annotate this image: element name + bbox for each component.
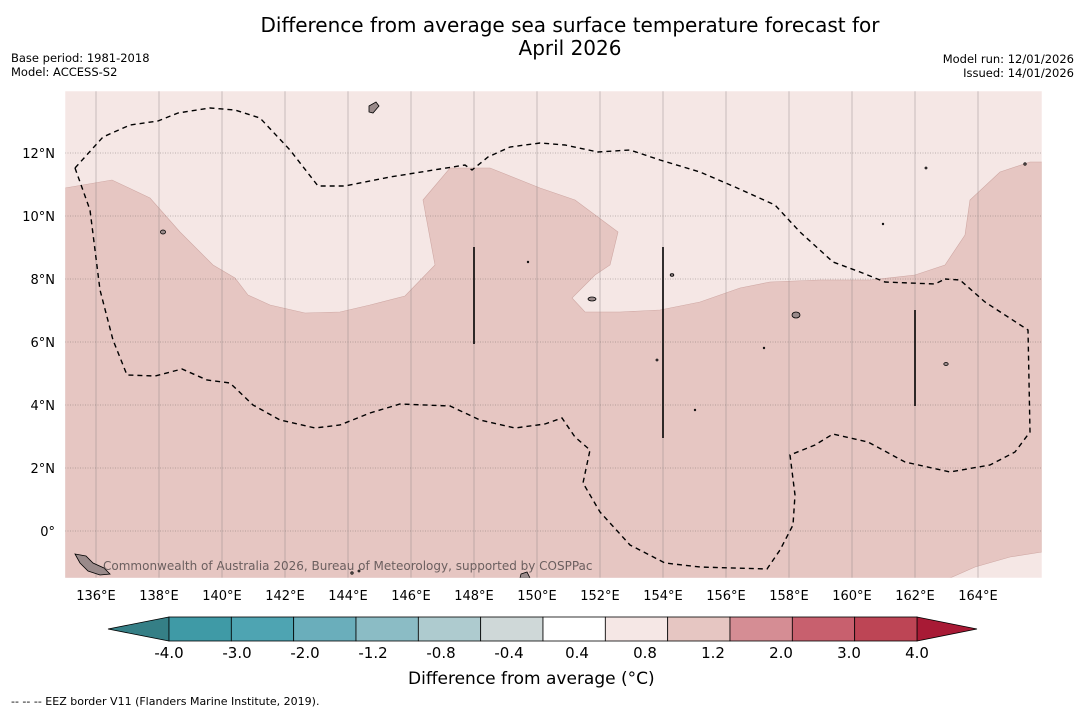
island-small-b [943, 362, 949, 366]
lon-label: 154°E [643, 589, 683, 604]
colorbar-title: Difference from average (°C) [408, 669, 655, 689]
colorbar-tick-label: 0.8 [633, 644, 657, 662]
lon-label: 162°E [895, 589, 935, 604]
lon-label: 140°E [202, 589, 242, 604]
lon-label: 152°E [580, 589, 620, 604]
colorbar-segment [417, 616, 482, 642]
island-dot-7 [357, 569, 361, 573]
colorbar-segment [667, 616, 731, 642]
title-line-2: April 2026 [518, 36, 622, 60]
colorbar-tick-label: -4.0 [154, 644, 183, 662]
issued-date: Issued: 14/01/2026 [963, 66, 1074, 80]
island-dot-3 [655, 358, 659, 362]
colorbar-tick-label: 1.2 [701, 644, 725, 662]
islands [74, 101, 1027, 578]
colorbar-segment [604, 616, 669, 642]
island-pohnpei [791, 311, 801, 319]
colorbar-tick-label: 2.0 [769, 644, 793, 662]
island-png [74, 553, 111, 576]
colorbar-tick-label: 4.0 [905, 644, 929, 662]
colorbar-tick-label: 3.0 [837, 644, 861, 662]
lon-label: 142°E [265, 589, 305, 604]
lat-label: 10°N [22, 210, 55, 225]
colorbar-tick-label: -1.2 [358, 644, 387, 662]
island-yap-a [160, 229, 166, 235]
lat-label: 0° [40, 525, 55, 540]
lon-label: 138°E [139, 589, 179, 604]
colorbar-segment [293, 616, 357, 642]
colorbar-segment [729, 616, 793, 642]
lon-label: 164°E [958, 589, 998, 604]
map-watermark: Commonwealth of Australia 2026, Bureau o… [103, 559, 593, 573]
colorbar-segment [542, 616, 606, 642]
colorbar-tick-label: 0.4 [565, 644, 589, 662]
lon-label: 160°E [832, 589, 872, 604]
lat-label: 2°N [31, 462, 56, 477]
eez-borders [74, 107, 1031, 570]
lon-label: 136°E [76, 589, 116, 604]
longitude-labels: 136°E 138°E 140°E 142°E 144°E 146°E 148°… [76, 589, 998, 604]
colorbar-segment [791, 616, 856, 642]
lat-label: 6°N [31, 336, 56, 351]
colorbar-segment [480, 616, 544, 642]
map-frame [64, 90, 1043, 579]
colorbar-tick-label: -3.0 [222, 644, 251, 662]
island-dot-2 [924, 166, 928, 170]
sst-band-medium [65, 161, 1042, 578]
map-area: Commonwealth of Australia 2026, Bureau o… [65, 91, 1042, 578]
colorbar-tick-label: -0.4 [494, 644, 523, 662]
colorbar-under-arrow [107, 616, 170, 642]
island-small-a [669, 273, 675, 277]
lon-label: 146°E [391, 589, 431, 604]
lon-label: 158°E [769, 589, 809, 604]
island-dot-1 [1023, 162, 1027, 166]
island-png-b [519, 571, 531, 578]
lon-label: 144°E [328, 589, 368, 604]
colorbar-over-arrow [916, 616, 978, 642]
island-dot-8 [881, 222, 885, 226]
lon-label: 148°E [454, 589, 494, 604]
colorbar-segment [854, 616, 918, 642]
island-north [368, 101, 380, 114]
base-period: Base period: 1981-2018 [11, 51, 150, 65]
lat-label: 4°N [31, 399, 56, 414]
colorbar-tick-label: -2.0 [290, 644, 319, 662]
model-run: Model run: 12/01/2026 [942, 52, 1074, 66]
meta-right: Model run: 12/01/2026 Issued: 14/01/2026 [943, 52, 1074, 80]
island-chuuk [587, 296, 597, 302]
lon-label: 150°E [517, 589, 557, 604]
meta-left: Base period: 1981-2018 Model: ACCESS-S2 [11, 51, 150, 79]
colorbar-segment [168, 616, 232, 642]
eez-border-fsm-south [74, 167, 1031, 570]
eez-border-palau [74, 107, 946, 285]
lat-label: 8°N [31, 273, 56, 288]
colorbar-segment [355, 616, 419, 642]
island-dot-5 [526, 260, 530, 264]
map-title: Difference from average sea surface temp… [0, 14, 1085, 60]
colorbar-tick-label: -0.8 [426, 644, 455, 662]
lon-label: 156°E [706, 589, 746, 604]
latitude-gridlines [65, 152, 1042, 532]
boundary-lines [473, 247, 916, 438]
colorbar-segment [230, 616, 295, 642]
title-line-1: Difference from average sea surface temp… [260, 13, 880, 37]
model-name: Model: ACCESS-S2 [11, 65, 118, 79]
island-dot-6 [350, 571, 354, 575]
island-dot-4 [762, 346, 766, 350]
colorbar-labels: -4.0 -3.0 -2.0 -1.2 -0.8 -0.4 0.4 0.8 1.2 2.0 3.0 4… [154, 644, 929, 662]
colorbar [107, 616, 978, 642]
lat-label: 12°N [22, 147, 55, 162]
eez-footnote: -- -- -- EEZ border V11 (Flanders Marine… [11, 695, 320, 708]
island-dot-9 [693, 408, 697, 412]
latitude-labels: 12°N 10°N 8°N 6°N 4°N 2°N 0° [22, 147, 55, 540]
